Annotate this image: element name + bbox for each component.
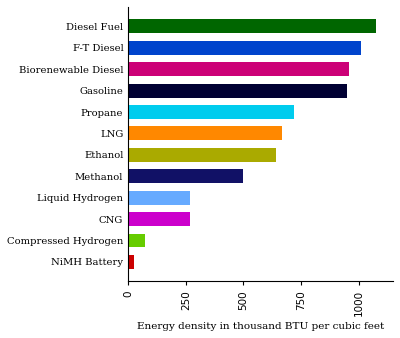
- Bar: [128, 191, 190, 204]
- Bar: [128, 105, 294, 119]
- Bar: [128, 169, 243, 183]
- X-axis label: Energy density in thousand BTU per cubic feet: Energy density in thousand BTU per cubic…: [137, 322, 384, 331]
- Bar: [128, 234, 146, 247]
- Bar: [128, 62, 349, 76]
- Bar: [128, 126, 282, 140]
- Bar: [128, 41, 361, 55]
- Bar: [128, 19, 376, 33]
- Bar: [128, 255, 134, 269]
- Bar: [128, 148, 276, 162]
- Bar: [128, 84, 347, 98]
- Bar: [128, 212, 190, 226]
